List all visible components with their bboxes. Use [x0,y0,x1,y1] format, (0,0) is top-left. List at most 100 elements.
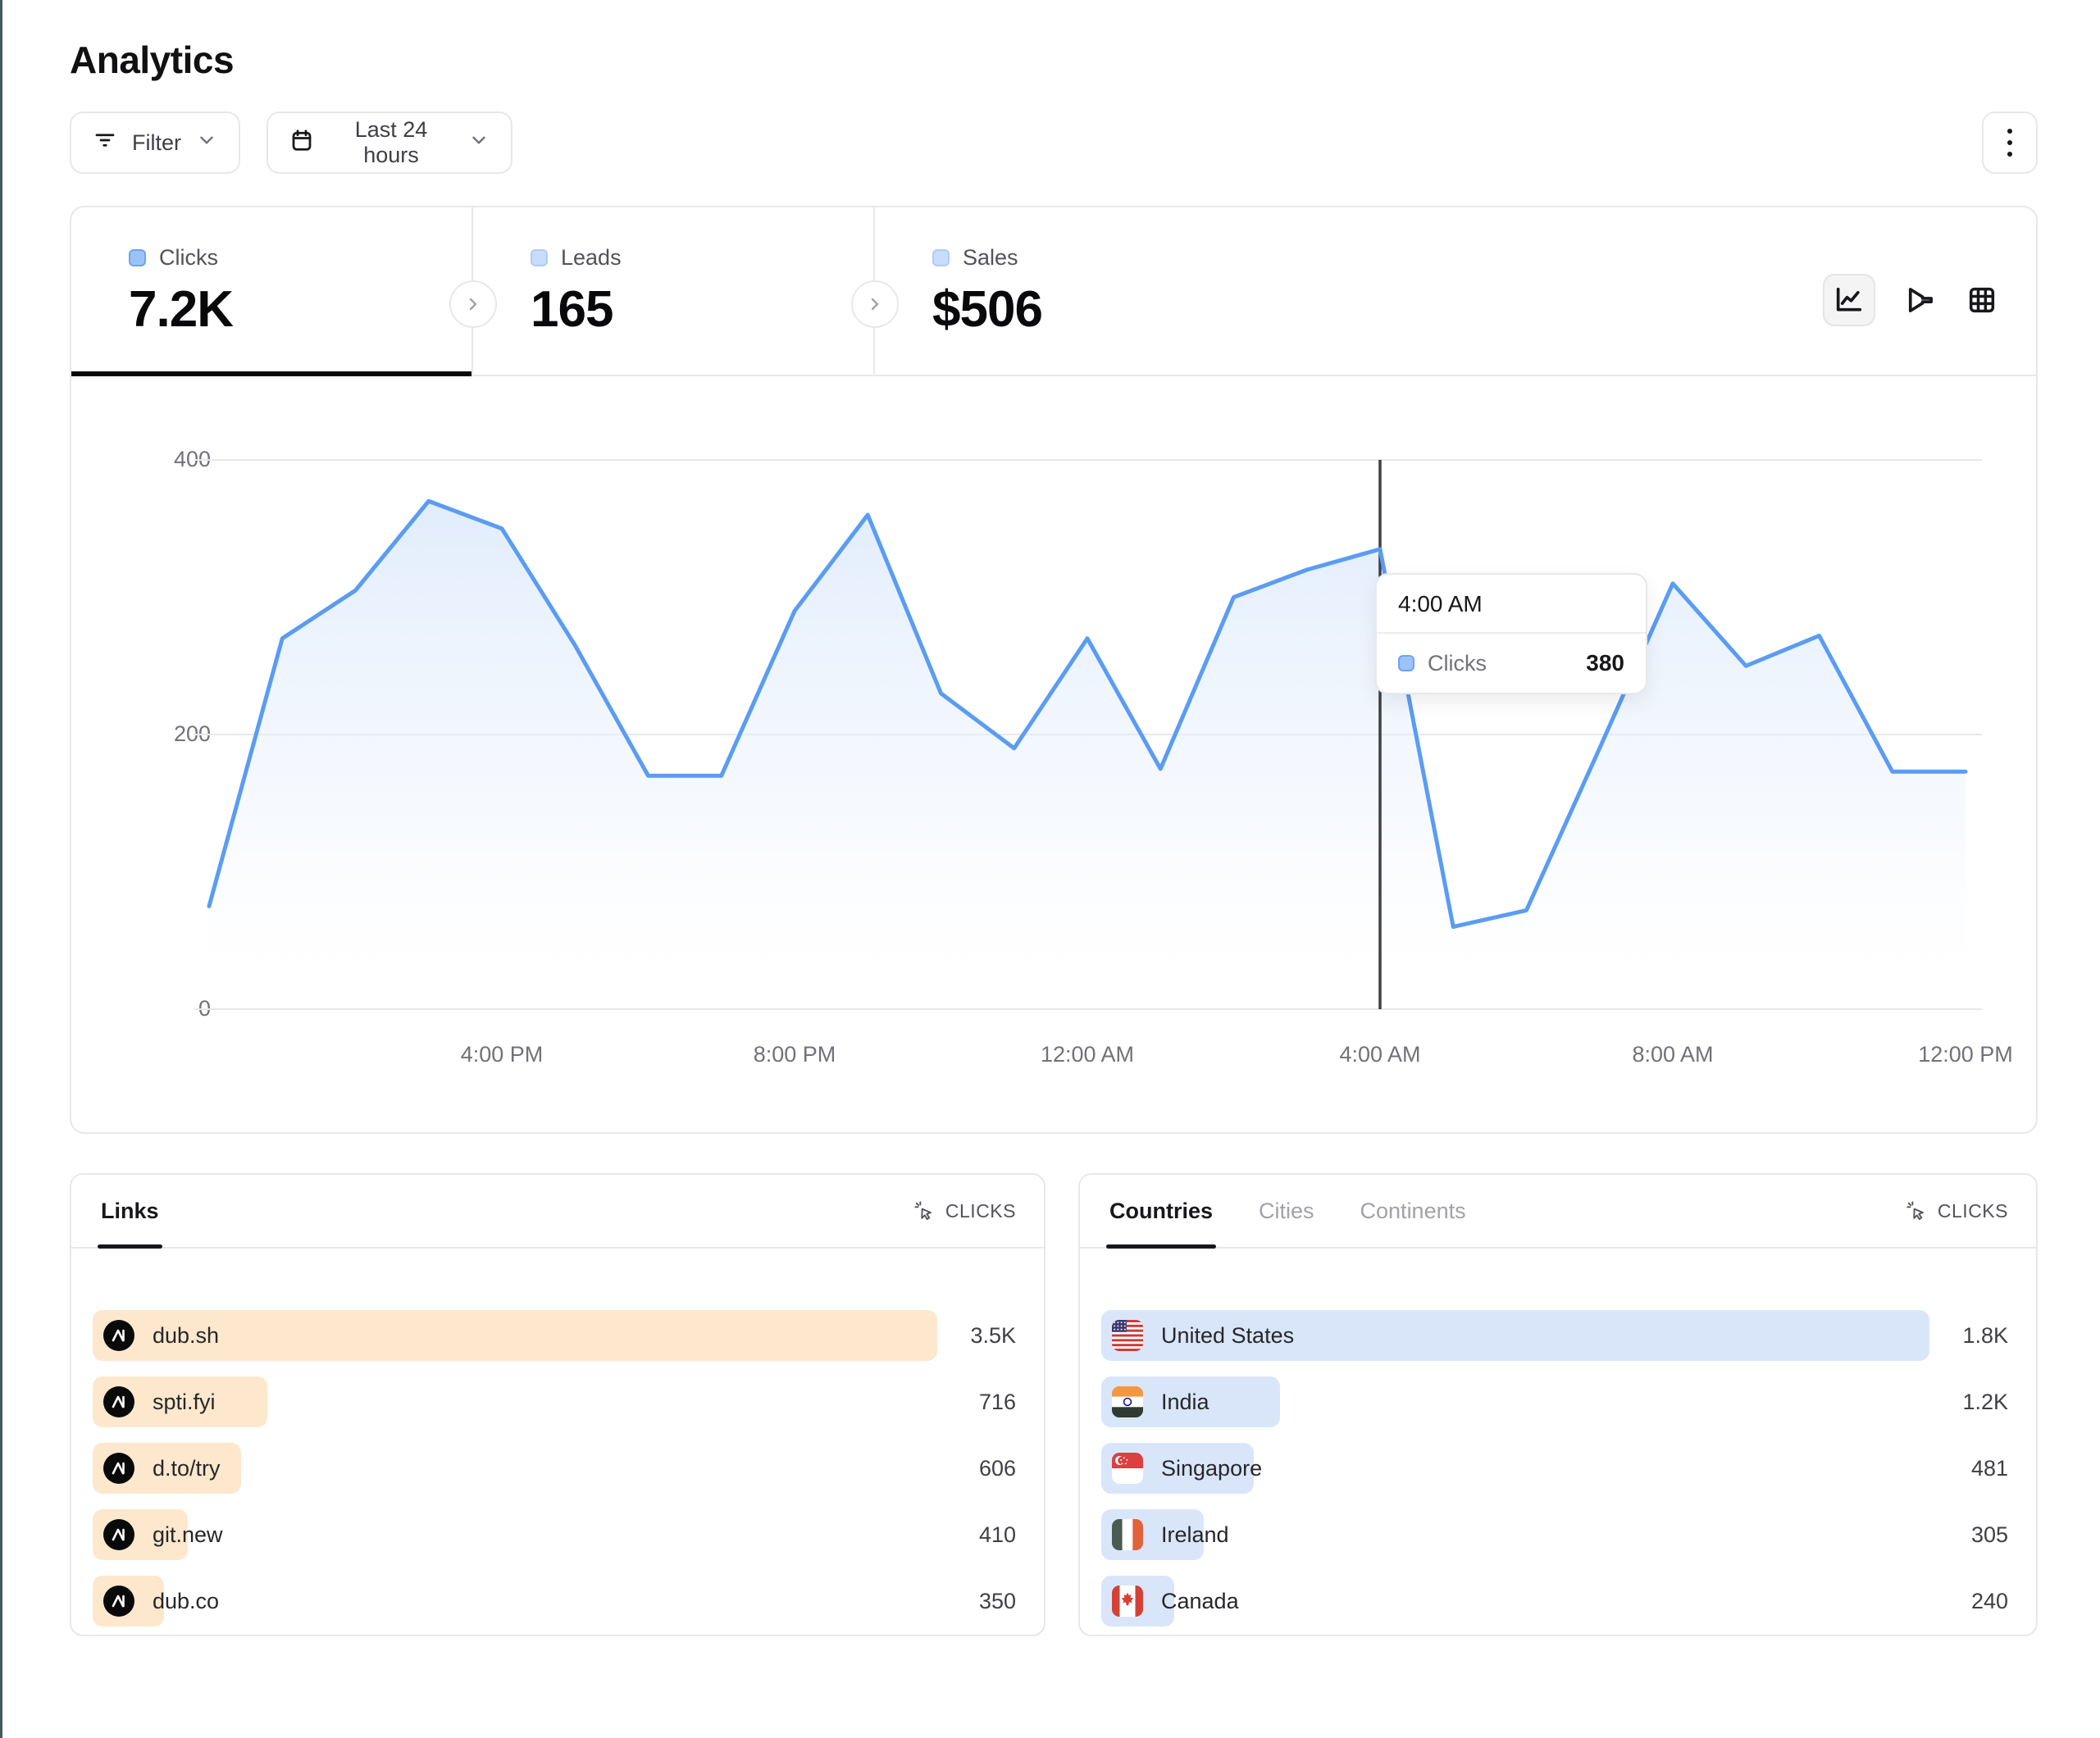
link-favicon [103,1386,134,1417]
tab-cities[interactable]: Cities [1259,1198,1314,1223]
link-favicon [103,1519,134,1550]
bar-track: United States [1101,1310,1929,1361]
metric-tabs-row: Clicks 7.2K Leads 165 Sales $506 [71,207,2036,376]
link-favicon [103,1453,134,1484]
row-value: 350 [978,1588,1016,1613]
us-flag-icon [1112,1320,1143,1351]
table-grid-icon [1969,287,1995,313]
link-row[interactable]: git.new 410 [93,1509,1016,1560]
link-favicon [103,1320,134,1351]
sales-value: $506 [932,281,1043,338]
tab-sales[interactable]: Sales $506 [875,207,2036,375]
x-axis-tick: 8:00 AM [1632,1042,1714,1067]
country-row[interactable]: Canada 240 [1101,1576,2008,1627]
left-accent-strip [0,0,2,1738]
country-row[interactable]: India 1.2K [1101,1376,2008,1427]
in-flag-icon [1112,1386,1143,1417]
cursor-click-icon [914,1201,932,1221]
chevron-down-icon [196,130,217,157]
kebab-icon [2007,129,2012,134]
filter-button-label: Filter [132,130,181,155]
tooltip-series-label: Clicks [1428,650,1487,676]
row-value: 3.5K [970,1322,1016,1348]
metric-label: Leads [561,245,622,270]
date-range-label: Last 24 hours [354,117,428,167]
ca-flag-icon [1112,1586,1143,1617]
bar-track: spti.fyi [93,1376,937,1427]
tab-countries[interactable]: Countries [1105,1175,1217,1249]
sg-flag-icon [1112,1453,1143,1484]
leads-legend-square-icon [531,249,548,266]
analytics-page: Analytics Filter Last 24 hours [70,39,2038,1636]
tooltip-time: 4:00 AM [1377,575,1646,634]
bar-track: git.new [93,1509,937,1560]
bar-track: dub.co [93,1576,937,1627]
link-row[interactable]: spti.fyi 716 [93,1376,1016,1427]
link-row[interactable]: dub.co 350 [93,1576,1016,1627]
metric-label: Clicks [159,245,218,270]
row-label: United States [1161,1322,1295,1348]
date-range-button[interactable]: Last 24 hours [266,111,512,174]
value-bar [1101,1310,1929,1361]
row-label: dub.co [153,1588,220,1613]
filter-lines-icon [93,128,117,158]
country-row[interactable]: United States 1.8K [1101,1310,2008,1361]
metric-label: Sales [963,245,1018,270]
row-value: 240 [1970,1588,2008,1613]
country-row[interactable]: Singapore 481 [1101,1443,2008,1494]
analytics-chart-card: Clicks 7.2K Leads 165 Sales $506 [70,206,2038,1134]
x-axis-tick: 8:00 PM [753,1042,836,1067]
link-favicon [103,1586,134,1617]
bar-track: dub.sh [93,1310,937,1361]
row-value: 305 [1970,1522,2008,1547]
row-label: Singapore [1161,1455,1263,1481]
dub-logo-icon [112,1528,125,1541]
bar-track: Ireland [1101,1509,1929,1560]
clicks-legend-square-icon [129,249,146,266]
bar-track: Canada [1101,1576,1929,1627]
expand-leads-chevron-button[interactable] [851,280,899,328]
table-view-button[interactable] [1966,284,1998,316]
links-sort-by-clicks[interactable]: CLICKS [913,1199,1016,1222]
row-value: 606 [978,1455,1016,1481]
countries-sort-by-clicks[interactable]: CLICKS [1905,1199,2008,1222]
bar-track: Singapore [1101,1443,1929,1494]
tooltip-value: 380 [1586,650,1624,676]
funnel-view-button[interactable] [1903,283,1938,317]
value-bar [93,1310,937,1361]
area-chart-canvas [194,459,1982,1010]
funnel-icon [1908,288,1933,312]
row-label: git.new [153,1522,223,1547]
dub-logo-icon [112,1395,125,1408]
leads-value: 165 [531,281,613,338]
sales-legend-square-icon [932,249,950,266]
x-axis-tick: 12:00 PM [1918,1042,2013,1067]
x-axis-tick: 4:00 PM [460,1042,544,1067]
dub-logo-icon [112,1329,125,1342]
row-value: 481 [1970,1455,2008,1481]
x-axis-tick: 12:00 AM [1040,1042,1135,1067]
line-chart-view-button[interactable] [1823,274,1875,326]
row-value: 1.2K [1962,1389,2008,1414]
row-label: Ireland [1161,1522,1229,1547]
row-value: 1.8K [1962,1322,2008,1348]
row-label: dub.sh [153,1322,220,1348]
page-title: Analytics [70,39,235,81]
tab-continents[interactable]: Continents [1360,1198,1466,1223]
countries-panel: Countries Cities Continents CLICKS United … [1078,1173,2038,1636]
chevron-right-icon [871,298,879,311]
bar-track: India [1101,1376,1929,1427]
chart-type-switcher [1823,274,1998,326]
filter-button[interactable]: Filter [70,111,240,174]
country-row[interactable]: Ireland 305 [1101,1509,2008,1560]
chevron-down-icon [468,130,490,157]
tab-links[interactable]: Links [98,1175,162,1249]
tab-leads[interactable]: Leads 165 [473,207,875,375]
tab-clicks[interactable]: Clicks 7.2K [71,207,473,376]
expand-clicks-chevron-button[interactable] [449,280,497,328]
link-row[interactable]: dub.sh 3.5K [93,1310,1016,1361]
more-options-button[interactable] [1982,111,2038,174]
row-value: 410 [978,1522,1016,1547]
link-row[interactable]: d.to/try 606 [93,1443,1016,1494]
